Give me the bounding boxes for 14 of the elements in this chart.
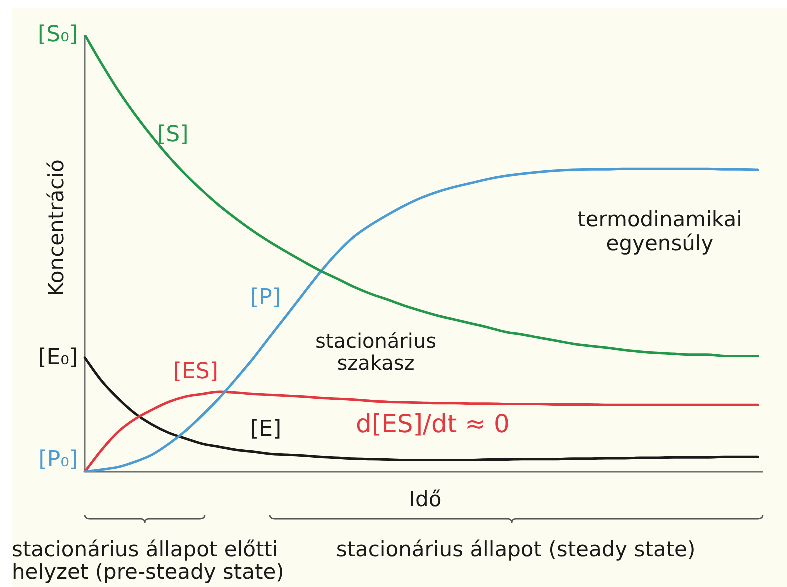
series-label: [P] bbox=[250, 285, 281, 310]
text: [P₀] bbox=[38, 448, 78, 473]
annotation: d[ES]/dt ≈ 0 bbox=[356, 410, 510, 438]
text: [E₀] bbox=[38, 346, 78, 371]
x-axis-title: Idő bbox=[409, 487, 442, 512]
y-axis-title: Koncentráció bbox=[44, 160, 68, 296]
series-label: [ES] bbox=[173, 360, 218, 385]
annotation: termodinamikai egyensúly bbox=[578, 207, 742, 256]
text: stacionárius állapot (steady state) bbox=[336, 537, 696, 562]
series-label: [E] bbox=[250, 416, 282, 442]
text: [S₀] bbox=[38, 22, 78, 48]
annotation: stacionárius szakasz bbox=[315, 329, 437, 376]
text: stacionárius állapot előtti helyzet (pre-steady state) bbox=[12, 537, 284, 584]
series-label: [S] bbox=[158, 122, 189, 148]
